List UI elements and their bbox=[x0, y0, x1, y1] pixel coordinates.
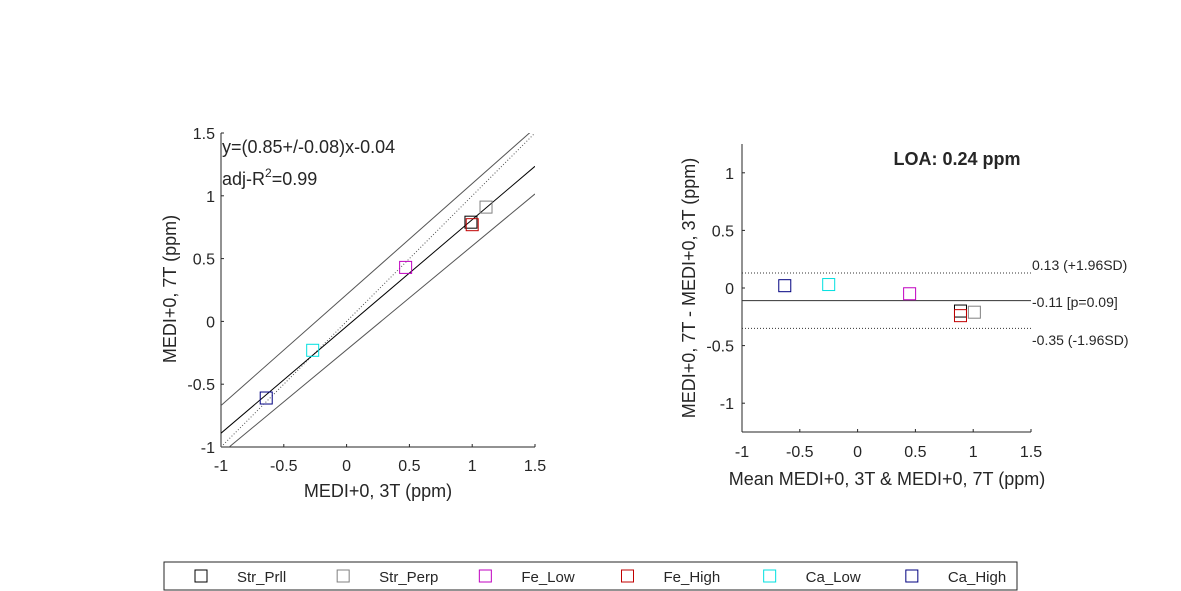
legend-marker bbox=[621, 569, 634, 583]
y-tick-label: -1 bbox=[201, 440, 215, 457]
legend-marker bbox=[194, 569, 208, 583]
point-ca-low bbox=[822, 278, 836, 292]
y-tick-label: 0.5 bbox=[193, 252, 215, 269]
legend-item-fe-high: Fe_High bbox=[621, 569, 721, 586]
x-tick-label: 0.5 bbox=[398, 458, 420, 475]
point-str-prll bbox=[953, 304, 967, 318]
point-fe-low bbox=[903, 287, 917, 301]
point-ca-low bbox=[306, 343, 320, 357]
fit-equation: y=(0.85+/-0.08)x-0.04 bbox=[222, 137, 395, 157]
legend-label: Str_Prll bbox=[237, 569, 286, 586]
plot-title: LOA: 0.24 ppm bbox=[893, 149, 1020, 169]
legend-label: Str_Perp bbox=[379, 569, 438, 586]
y-tick-label: -1 bbox=[720, 396, 734, 413]
x-tick-label: -0.5 bbox=[270, 458, 298, 475]
y-tick-label: 0 bbox=[206, 314, 215, 331]
y-axis-label: MEDI+0, 7T - MEDI+0, 3T (ppm) bbox=[679, 158, 699, 418]
x-tick-label: 1 bbox=[969, 444, 978, 461]
legend-item-str-perp: Str_Perp bbox=[336, 569, 438, 586]
legend-marker bbox=[478, 569, 492, 583]
y-tick-label: -0.5 bbox=[706, 339, 734, 356]
point-fe-high bbox=[465, 218, 479, 232]
legend-label: Ca_Low bbox=[806, 569, 861, 586]
x-tick-label: -1 bbox=[735, 444, 749, 461]
fit-lines bbox=[221, 133, 535, 447]
bland-altman-plot: LOA: 0.24 ppm 0.13 (+1.96SD) -0.11 [p=0.… bbox=[679, 144, 1128, 489]
x-tick-label: 0 bbox=[853, 444, 862, 461]
x-tick-label: -1 bbox=[214, 458, 228, 475]
fit-upper-bound bbox=[221, 133, 531, 406]
x-axis-label: Mean MEDI+0, 3T & MEDI+0, 7T (ppm) bbox=[729, 469, 1045, 489]
legend-item-fe-low: Fe_Low bbox=[478, 569, 575, 586]
x-tick-label: 0 bbox=[342, 458, 351, 475]
point-fe-high bbox=[953, 309, 967, 323]
legend: Str_Prll Str_Perp Fe_Low Fe_High Ca_Low Ca_Hi… bbox=[163, 561, 1018, 591]
legend-marker bbox=[763, 569, 777, 583]
point-ca-high bbox=[778, 279, 792, 293]
x-axis-label: MEDI+0, 3T (ppm) bbox=[304, 481, 452, 501]
fit-r2: adj-R2=0.99 bbox=[222, 166, 317, 189]
fit-line bbox=[221, 165, 535, 434]
y-tick-label: 1 bbox=[206, 189, 215, 206]
fit-lower-bound bbox=[228, 193, 535, 447]
legend-item-ca-high: Ca_High bbox=[905, 569, 1006, 586]
x-tick-label: 1.5 bbox=[524, 458, 546, 475]
legend-item-ca-low: Ca_Low bbox=[763, 569, 861, 586]
legend-label: Ca_High bbox=[948, 569, 1006, 586]
legend-item-str-prll: Str_Prll bbox=[194, 569, 286, 586]
mean-diff-label: -0.11 [p=0.09] bbox=[1032, 294, 1118, 310]
point-fe-low bbox=[399, 260, 413, 274]
x-tick-label: 1.5 bbox=[1020, 444, 1042, 461]
point-str-perp bbox=[967, 305, 981, 319]
legend-label: Fe_High bbox=[664, 569, 721, 586]
x-tick-label: 1 bbox=[468, 458, 477, 475]
x-tick-label: 0.5 bbox=[904, 444, 926, 461]
identity-line bbox=[221, 133, 535, 447]
y-tick-label: 0.5 bbox=[712, 223, 734, 240]
y-tick-label: 1.5 bbox=[193, 126, 215, 143]
legend-label: Fe_Low bbox=[521, 569, 575, 586]
lower-loa-label: -0.35 (-1.96SD) bbox=[1032, 332, 1128, 348]
point-str-perp bbox=[479, 200, 493, 214]
y-tick-label: 1 bbox=[725, 166, 734, 183]
y-axis-label: MEDI+0, 7T (ppm) bbox=[160, 215, 180, 363]
point-str-prll bbox=[464, 215, 478, 229]
y-tick-label: 0 bbox=[725, 281, 734, 298]
legend-marker bbox=[905, 569, 919, 583]
point-ca-high bbox=[259, 391, 273, 405]
legend-box bbox=[163, 561, 1018, 591]
x-tick-label: -0.5 bbox=[786, 444, 814, 461]
y-tick-label: -0.5 bbox=[187, 377, 215, 394]
scatter-plot: y=(0.85+/-0.08)x-0.04 adj-R2=0.99 MEDI+0… bbox=[160, 126, 546, 501]
upper-loa-label: 0.13 (+1.96SD) bbox=[1032, 257, 1127, 273]
legend-marker bbox=[336, 569, 350, 583]
